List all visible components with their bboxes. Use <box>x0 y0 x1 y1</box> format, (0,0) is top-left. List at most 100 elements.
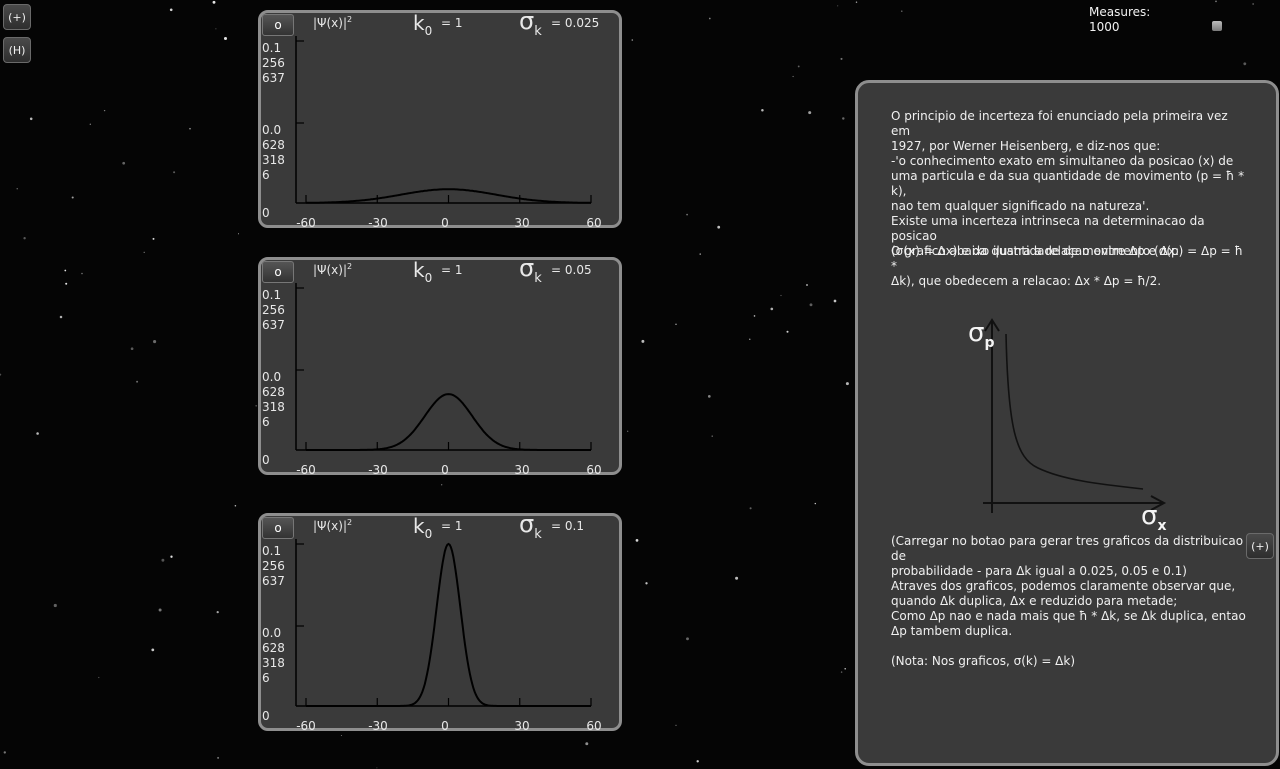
y-axis-mid-label: 0.0 628 318 6 <box>262 123 292 183</box>
star <box>696 760 699 763</box>
star <box>753 315 756 317</box>
sigma-p-symbol: σ <box>968 318 985 348</box>
sigma-symbol: σ <box>519 7 535 35</box>
star <box>761 109 764 112</box>
psi-text: |Ψ(x)| <box>313 519 347 533</box>
sigma-x-symbol: σ <box>1141 501 1158 531</box>
star <box>3 751 6 754</box>
info-zoom-button[interactable]: (+) <box>1246 533 1274 559</box>
y-mid-line2: 628 <box>262 385 285 399</box>
y-mid-line3: 318 <box>262 656 285 670</box>
star <box>840 671 843 673</box>
star <box>189 127 191 130</box>
star <box>65 282 68 285</box>
sigma-k-label: σk <box>519 254 542 286</box>
generate-button[interactable]: o <box>262 14 294 36</box>
star <box>901 10 903 12</box>
star <box>161 558 165 562</box>
uncertainty-relation-diagram <box>983 318 1167 513</box>
x-tick-label: 60 <box>586 719 602 733</box>
k0-label: k0 <box>413 514 432 541</box>
y-max-line1: 0.1 <box>262 41 282 55</box>
sigma-subscript: k <box>534 526 542 542</box>
star <box>64 269 67 272</box>
psi-exponent: 2 <box>347 262 353 271</box>
y-axis-mid-label: 0.0 628 318 6 <box>262 370 292 430</box>
k0-label: k0 <box>413 11 432 38</box>
text-line: Δk), que obedecem a relacao: Δx * Δp = ħ… <box>891 274 1162 288</box>
y-mid-line2: 628 <box>262 138 285 152</box>
star <box>136 380 139 383</box>
y-mid-line3: 318 <box>262 400 285 414</box>
k0-subscript: 0 <box>424 527 433 541</box>
star <box>89 123 91 125</box>
text-line: uma particula e da sua quantidade de mov… <box>891 169 1245 198</box>
measures-label: Measures: <box>1089 5 1151 19</box>
y-max-line2: 256 <box>262 56 285 70</box>
k0-value: = 1 <box>441 519 463 533</box>
button-hint-paragraph: (Carregar no botao para gerar tres grafi… <box>891 534 1246 579</box>
x-tick-label: -30 <box>368 463 388 477</box>
star <box>842 117 845 120</box>
y-axis-mid-label: 0.0 628 318 6 <box>262 626 292 686</box>
y-max-line1: 0.1 <box>262 288 282 302</box>
graph-intro-text: O grafico abaixo ilustra a relaçao entre… <box>891 244 1180 258</box>
text-line: Δp tambem duplica. <box>891 624 1013 638</box>
sigma-k-label: σk <box>519 7 542 39</box>
y-axis-zero-label: 0 <box>262 206 270 220</box>
x-tick-label: -60 <box>296 463 316 477</box>
star <box>59 315 63 319</box>
zoom-in-button[interactable]: (+) <box>3 4 31 30</box>
star <box>153 340 157 344</box>
text-line: 1927, por Werner Heisenberg, e diz-nos q… <box>891 139 1161 153</box>
sigma-p-axis-arrow <box>984 318 1000 332</box>
star <box>81 272 83 275</box>
star <box>645 582 648 585</box>
sigma-symbol: σ <box>519 510 535 538</box>
star <box>130 347 134 351</box>
conclusion-paragraph: Atraves dos graficos, podemos claramente… <box>891 579 1246 639</box>
star <box>837 5 839 7</box>
star <box>169 8 173 12</box>
k0-subscript: 0 <box>424 24 433 38</box>
star <box>631 39 634 41</box>
star <box>749 507 752 510</box>
y-mid-line4: 6 <box>262 168 270 182</box>
text-line: Como Δp nao e nada mais que ħ * Δk, se Δ… <box>891 609 1246 623</box>
star <box>675 323 677 325</box>
x-tick-label: 0 <box>441 463 449 477</box>
y-axis-max-label: 0.1 256 637 <box>262 288 292 333</box>
sigma-x-label: σx <box>1141 501 1167 534</box>
x-tick-label: 30 <box>514 216 530 230</box>
sigma-k-value: = 0.025 <box>551 16 600 30</box>
star <box>708 17 711 20</box>
star <box>1215 0 1217 3</box>
star <box>797 65 800 68</box>
star <box>441 484 443 486</box>
x-tick-label: 60 <box>586 463 602 477</box>
text-line: O principio de incerteza foi enunciado p… <box>891 109 1228 138</box>
star <box>845 382 849 386</box>
probability-plot-panel-3: o |Ψ(x)|2 k0 = 1 σk = 0.1 0.1 256 637 0.… <box>258 510 622 733</box>
psi-label: |Ψ(x)|2 <box>313 518 352 533</box>
star <box>340 734 342 737</box>
generate-button[interactable]: o <box>262 517 294 539</box>
y-axis-zero-label: 0 <box>262 453 270 467</box>
star <box>158 608 162 612</box>
help-button[interactable]: (H) <box>3 37 31 63</box>
y-mid-line1: 0.0 <box>262 626 282 640</box>
y-mid-line3: 318 <box>262 153 285 167</box>
x-tick-label: 0 <box>441 216 449 230</box>
star <box>36 432 39 435</box>
star <box>707 395 711 398</box>
generate-button[interactable]: o <box>262 261 294 283</box>
text-line: Existe uma incerteza intrinseca na deter… <box>891 214 1205 243</box>
star <box>151 648 155 652</box>
measures-toggle[interactable] <box>1212 21 1222 31</box>
x-tick-label: 30 <box>514 719 530 733</box>
psi-label: |Ψ(x)|2 <box>313 262 352 277</box>
text-line: -'o conhecimento exato em simultaneo da … <box>891 154 1234 168</box>
intro-paragraph: O principio de incerteza foi enunciado p… <box>891 109 1246 289</box>
y-max-line3: 637 <box>262 71 285 85</box>
y-mid-line1: 0.0 <box>262 123 282 137</box>
